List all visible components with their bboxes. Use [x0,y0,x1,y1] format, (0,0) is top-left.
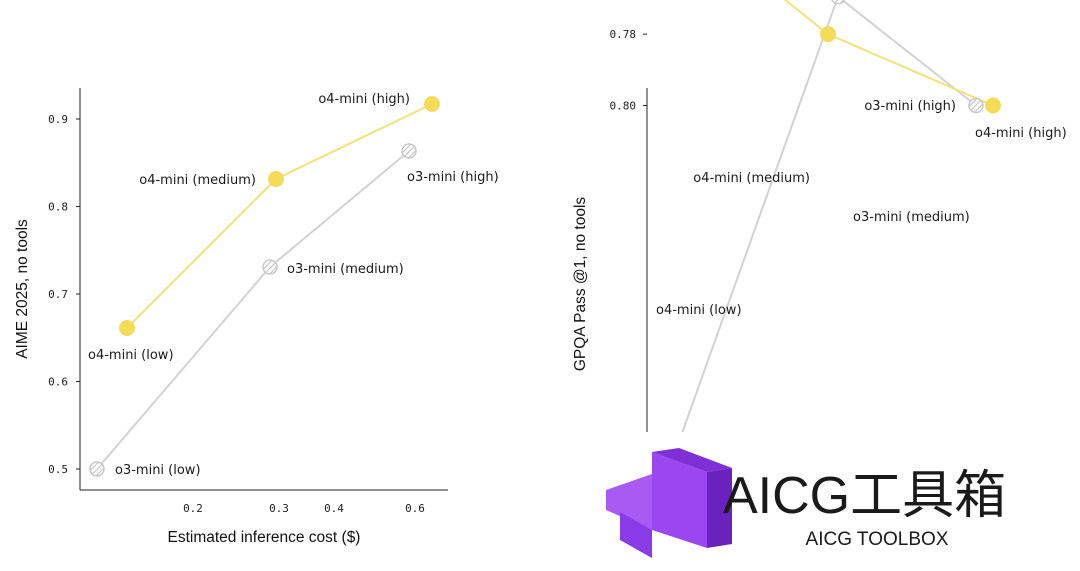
data-point [262,259,278,275]
watermark: AICG工具箱 AICG TOOLBOX [600,432,1080,571]
watermark-subtitle: AICG TOOLBOX [806,529,949,550]
series-line [680,0,977,437]
point-label: o3-mini (high) [864,99,956,114]
data-point [831,0,845,5]
series-points [89,96,440,477]
toolbox-logo-icon [606,448,732,558]
x-tick-label: 0.2 [183,502,203,515]
y-tick-label: 0.5 [48,463,68,476]
data-point [401,143,417,159]
point-label: o4-mini (medium) [693,171,810,186]
x-ticks: 0.2 0.3 0.4 0.6 [183,502,425,515]
series-points [820,0,1001,114]
data-point [89,461,105,477]
x-tick-label: 0.6 [405,502,425,515]
x-tick-label: 0.3 [269,502,289,515]
y-tick-label: 0.80 [610,100,637,113]
point-label: o3-mini (medium) [287,262,404,277]
point-label: o4-mini (high) [975,126,1067,141]
point-label: o4-mini (low) [88,348,174,363]
series-line [783,0,994,107]
point-label: o3-mini (low) [115,463,201,478]
data-point [968,97,984,114]
y-axis-title: GPQA Pass @1, no tools [572,197,589,372]
chart-gpqa: 0.720.740.760.780.80 o3-mini (medium)o3-… [572,0,1067,437]
series-lines [96,103,433,470]
data-point [820,26,836,43]
y-ticks: 0.5 0.6 0.7 0.8 0.9 [48,113,80,476]
y-tick-label: 0.78 [610,28,637,41]
y-ticks: 0.720.740.760.780.80 [610,28,647,113]
point-labels: o3-mini (low) o3-mini (medium) o3-mini (hi… [88,92,499,478]
y-tick-label: 0.6 [48,376,68,389]
y-axis-title: AIME 2025, no tools [14,219,31,359]
data-point [424,96,440,112]
y-tick-label: 0.9 [48,113,68,126]
y-tick-label: 0.8 [48,201,68,214]
x-axis-title: Estimated inference cost ($) [168,529,361,546]
point-label: o4-mini (medium) [139,173,256,188]
chart-aime: 0.5 0.6 0.7 0.8 0.9 0.2 0.3 0.4 0.6 o3-mini (lo… [14,88,499,546]
watermark-brand: AICG工具箱 [723,467,1006,525]
data-point [119,320,135,336]
point-label: o4-mini (high) [318,92,410,107]
point-label: o3-mini (high) [407,170,499,185]
y-tick-label: 0.7 [48,288,68,301]
data-point [985,97,1001,114]
point-labels: o3-mini (medium) o3-mini (high) o4-mini (l… [656,99,1067,318]
x-tick-label: 0.4 [324,502,344,515]
point-label: o3-mini (medium) [853,210,970,225]
point-label: o4-mini (low) [656,303,742,318]
data-point [268,171,284,187]
series-line [126,103,433,329]
